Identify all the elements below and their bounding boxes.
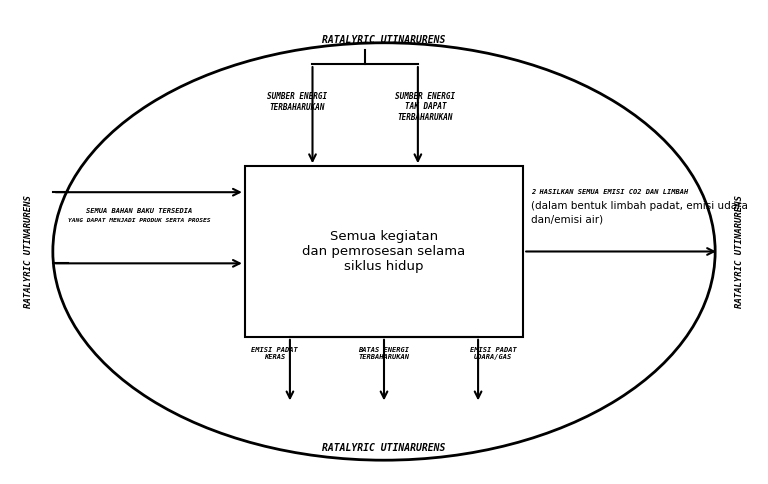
Text: RATALYRIC UTINARURENS: RATALYRIC UTINARURENS	[323, 443, 445, 454]
Text: dan/emisi air): dan/emisi air)	[531, 214, 603, 224]
Text: EMISI PADAT
KERAS: EMISI PADAT KERAS	[251, 347, 298, 360]
Text: 2 HASILKAN SEMUA EMISI CO2 DAN LIMBAH: 2 HASILKAN SEMUA EMISI CO2 DAN LIMBAH	[531, 189, 688, 195]
Text: (dalam bentuk limbah padat, emisi udara: (dalam bentuk limbah padat, emisi udara	[531, 201, 747, 212]
Text: SUMBER ENERGI
TAK DAPAT
TERBAHARUKAN: SUMBER ENERGI TAK DAPAT TERBAHARUKAN	[396, 92, 455, 121]
Text: SUMBER ENERGI
TERBAHARUKAN: SUMBER ENERGI TERBAHARUKAN	[267, 92, 327, 112]
Text: BATAS ENERGI
TERBAHARUKAN: BATAS ENERGI TERBAHARUKAN	[359, 347, 409, 360]
Text: RATALYRIC UTINARURENS: RATALYRIC UTINARURENS	[323, 35, 445, 45]
Text: SEMUA BAHAN BAKU TERSEDIA: SEMUA BAHAN BAKU TERSEDIA	[86, 208, 193, 214]
Text: Semua kegiatan
dan pemrosesan selama
siklus hidup: Semua kegiatan dan pemrosesan selama sik…	[303, 230, 465, 273]
Text: RATALYRIC UTINARURENS: RATALYRIC UTINARURENS	[25, 195, 33, 308]
FancyBboxPatch shape	[245, 166, 523, 337]
Text: EMISI PADAT
UDARA/GAS: EMISI PADAT UDARA/GAS	[470, 347, 517, 360]
Text: RATALYRIC UTINARURENS: RATALYRIC UTINARURENS	[735, 195, 743, 308]
Text: YANG DAPAT MENJADI PRODUK SERTA PROSES: YANG DAPAT MENJADI PRODUK SERTA PROSES	[68, 218, 210, 223]
